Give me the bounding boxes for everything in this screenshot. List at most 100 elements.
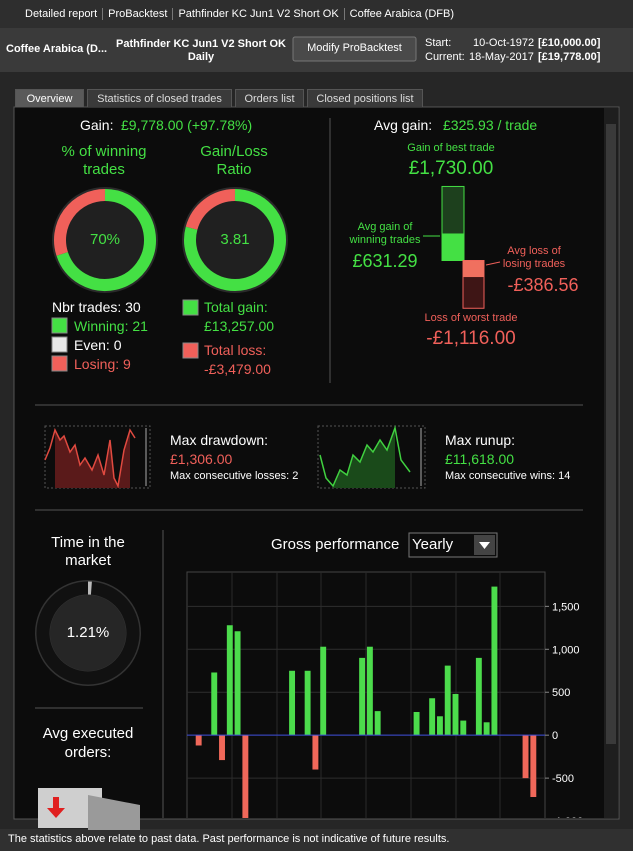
runup-label: Max runup: [445,432,516,448]
bar [374,711,381,736]
title-item: ProBacktest [103,8,174,20]
current-date: 18-May-2017 [469,51,534,63]
footer-bar [0,829,633,851]
donut-green [184,189,286,291]
dropdown-arrow[interactable] [479,542,490,549]
bar [491,586,498,736]
time-value: 1.21% [66,624,110,641]
tab[interactable]: Closed positions list [307,89,423,107]
tab[interactable]: Statistics of closed trades [87,89,232,107]
donut-core [196,201,274,279]
orders-label: Avg executed orders: [42,725,134,761]
gain-value: £9,778.00 (+97.78%) [121,117,253,133]
chart: -1,000 -500 0 500 1,000 1,500 [186,571,583,828]
consecutive-wins: Max consecutive wins: 14 [445,470,571,482]
avg-loss-label: Avg loss of losing trades [502,245,566,271]
donut-core [66,201,144,279]
best-trade: £1,730.00 [408,158,494,179]
time-label: Time in the market [51,534,125,569]
donut-red [185,189,236,231]
title-item: Pathfinder KC Jun1 V2 Short OK [173,8,345,20]
bar [226,625,233,736]
current-capital: [£19,778.00] [538,51,601,63]
winning-title: % of winning trades [61,143,147,178]
dial-core [50,595,126,671]
title-item: Detailed report [20,8,104,20]
winning-pct: 70% [89,231,121,248]
bar [242,735,249,818]
legend-square [51,355,68,372]
bar [320,646,327,736]
bar [219,735,225,761]
y-tick-label: 0 [552,730,558,742]
bar [436,716,443,736]
losing-count: Losing: 9 [74,356,131,372]
avg-loss: -£386.56 [507,275,579,295]
donut-red [54,189,106,256]
ratio: 3.81 [220,231,250,248]
bar [359,657,366,736]
bar [234,631,241,736]
gain-label: Gain: [80,117,114,133]
worst-trade-label: Loss of worst trade [424,312,518,324]
bar [452,693,459,736]
bar [195,735,202,746]
avg-win: £631.29 [352,251,418,271]
bar [304,670,311,736]
bar [413,711,420,736]
tab[interactable]: Overview [15,89,84,107]
start-label: Start: [425,37,452,49]
drawdown-sparkline [44,425,151,489]
instrument: Coffee Arabica (D... [6,43,108,55]
legend-square [51,317,68,334]
period: Daily [187,51,215,63]
bar [211,672,218,736]
legend-square [182,299,199,316]
bar [366,646,373,736]
bar [483,722,490,736]
bar [530,735,537,798]
donut-green [56,189,156,291]
order-icon [38,788,140,830]
bar [475,657,482,736]
y-tick-label: -500 [552,773,574,785]
arrows [423,235,501,266]
y-tick-label: 500 [552,687,570,699]
nbr-trades: Nbr trades: 30 [52,299,141,315]
footer-note: The statistics above relate to past data… [8,833,450,845]
current-label: Current: [425,51,465,63]
even-count: Even: 0 [74,337,122,353]
avg-gain-label: Avg gain: [374,117,433,133]
title-item: Coffee Arabica (DFB) [349,8,455,20]
avg-loss-bar [463,260,484,278]
tab[interactable]: Orders list [235,89,304,107]
worst-trade: -£1,116.00 [426,328,516,349]
runup-sparkline [317,425,426,489]
drawdown-label: Max drawdown: [170,432,269,448]
bar [312,735,319,770]
system-name: Pathfinder KC Jun1 V2 Short OK [116,38,286,50]
y-tick-label: 1,000 [552,644,580,656]
modify-button-frame[interactable] [292,36,417,62]
bar [522,735,529,779]
avg-win-label: Avg gain of winning trades [349,221,421,247]
scroll-thumb[interactable] [606,124,616,744]
total-loss: -£3,479.00 [204,361,271,377]
winning-count: Winning: 21 [74,318,148,334]
period-select[interactable]: Yearly [412,536,454,553]
total-gain-label: Total gain: [204,299,268,315]
avg-win-bar [442,233,464,261]
start-capital: [£10,000.00] [538,37,601,49]
y-tick-label: -1,000 [552,816,583,828]
drawdown-value: £1,306.00 [170,451,233,467]
total-gain: £13,257.00 [204,318,275,334]
legend-square [51,336,68,353]
y-tick-label: 1,500 [552,601,580,613]
legend-square [182,342,199,359]
total-loss-label: Total loss: [204,342,267,358]
ratio-title: Gain/Loss Ratio [200,143,268,178]
bar [460,720,467,736]
bar [289,670,296,736]
best-trade-label: Gain of best trade [407,142,495,154]
modify-button[interactable]: Modify ProBacktest [307,42,402,54]
